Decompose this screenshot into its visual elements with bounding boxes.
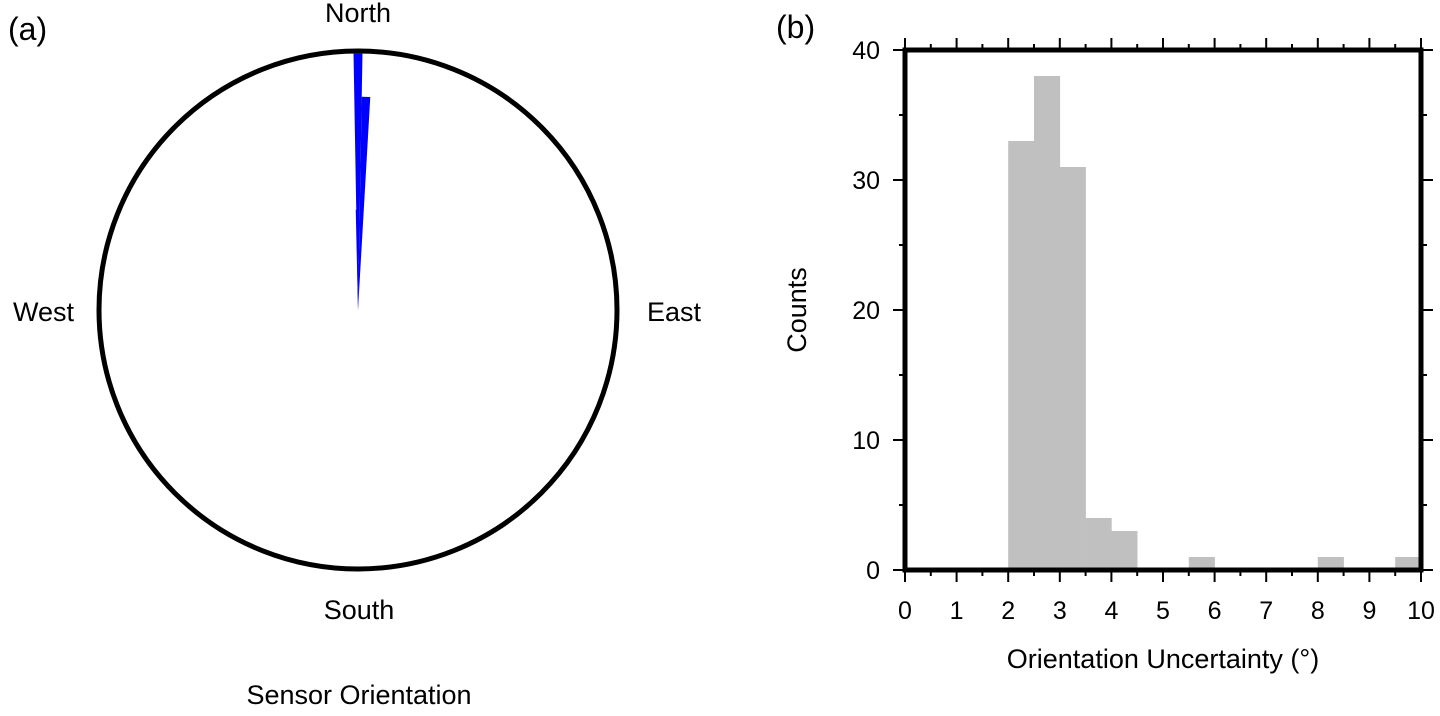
x-tick-label: 0 xyxy=(898,597,912,625)
panel-label-a: (a) xyxy=(8,11,47,47)
y-tick-label: 0 xyxy=(866,557,880,585)
rose-title: Sensor Orientation xyxy=(246,680,471,710)
histogram-bar xyxy=(1395,557,1422,570)
x-tick-label: 5 xyxy=(1156,597,1170,625)
x-tick-label: 6 xyxy=(1208,597,1222,625)
panel-label-b: (b) xyxy=(776,9,815,45)
x-tick-label: 9 xyxy=(1362,597,1376,625)
y-tick-label: 20 xyxy=(852,297,880,325)
histogram-bar xyxy=(1317,557,1344,570)
histogram-panel: (b) 0 1 2 3 4 5 6 7 8 9 10 0 10 20 30 40 Orientation U… xyxy=(776,9,1435,674)
axis-ticks xyxy=(893,38,1433,582)
east-label: East xyxy=(647,297,702,327)
rose-petal-0 xyxy=(353,53,363,310)
histogram-bar xyxy=(1188,557,1215,570)
y-tick-label: 40 xyxy=(852,37,880,65)
y-tick-labels: 0 10 20 30 40 xyxy=(852,37,880,585)
histogram-bar xyxy=(1034,76,1061,570)
x-tick-label: 8 xyxy=(1311,597,1325,625)
plot-frame xyxy=(902,47,1424,573)
histogram-bars xyxy=(1008,76,1422,570)
x-tick-label: 10 xyxy=(1407,597,1435,625)
y-axis-label: Counts xyxy=(782,267,812,353)
rose-circle xyxy=(96,48,620,572)
x-tick-labels: 0 1 2 3 4 5 6 7 8 9 10 xyxy=(898,597,1435,625)
y-tick-label: 30 xyxy=(852,167,880,195)
x-tick-label: 7 xyxy=(1259,597,1273,625)
rose-petal-2 xyxy=(355,209,358,310)
x-tick-label: 3 xyxy=(1053,597,1067,625)
west-label: West xyxy=(13,297,75,327)
rose-petals xyxy=(353,53,371,310)
histogram-bar xyxy=(1059,167,1086,570)
histogram-bar xyxy=(1085,518,1112,570)
histogram-bar xyxy=(1008,141,1035,570)
x-axis-label: Orientation Uncertainty (°) xyxy=(1007,644,1319,674)
south-label: South xyxy=(324,595,395,625)
rose-panel: (a) North East South West Sensor Orienta… xyxy=(8,0,702,710)
y-tick-label: 10 xyxy=(852,427,880,455)
north-label: North xyxy=(325,0,391,28)
x-tick-label: 2 xyxy=(1001,597,1015,625)
rose-petal-1 xyxy=(358,96,371,310)
rose-petal-3 xyxy=(358,263,360,310)
x-tick-label: 4 xyxy=(1104,597,1118,625)
histogram-bar xyxy=(1111,531,1138,570)
x-tick-label: 1 xyxy=(950,597,964,625)
